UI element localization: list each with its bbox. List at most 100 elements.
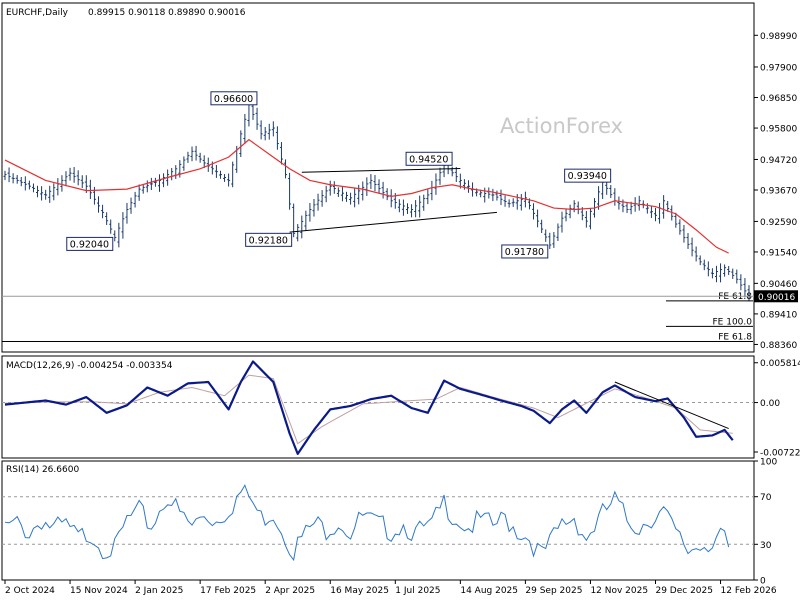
price-bar — [19, 176, 23, 187]
price-bar — [743, 278, 747, 298]
macd-title: MACD(12,26,9) -0.004254 -0.003354 — [6, 361, 173, 371]
macd-panel-frame — [1, 355, 755, 459]
price-bar — [231, 161, 235, 188]
price-bar — [121, 212, 125, 239]
price-bar — [227, 173, 231, 187]
price-bar — [617, 196, 621, 210]
price-bar — [345, 191, 349, 202]
price-bar — [381, 181, 385, 199]
price-bar — [682, 224, 686, 243]
price-bar — [7, 167, 11, 183]
price-bar — [23, 176, 27, 191]
price-bar — [572, 200, 576, 213]
price-bar — [304, 210, 308, 231]
x-axis-tick-label: 2 Oct 2024 — [5, 586, 55, 596]
price-level-box — [245, 232, 293, 247]
price-bar — [40, 186, 44, 201]
price-bar — [548, 232, 552, 249]
price-bar — [568, 204, 572, 219]
chart-title: EURCHF,Daily — [6, 8, 69, 18]
rsi-axis-tick-label: 0 — [760, 577, 766, 587]
price-bar — [735, 269, 739, 284]
macd-axis-tick-label: 0.005814 — [760, 359, 800, 369]
price-bar — [389, 189, 393, 208]
price-bar — [588, 208, 592, 230]
x-axis-tick-label: 29 Sep 2025 — [525, 586, 582, 596]
price-bar — [279, 142, 283, 165]
rsi-panel: 100 70 30 0 RSI(14) 26.6600 — [1, 458, 777, 587]
price-bar — [243, 113, 247, 144]
price-bar — [239, 130, 243, 158]
price-bar — [129, 197, 133, 214]
price-bar — [284, 159, 288, 179]
price-axis-tick-label: 0.89410 — [760, 310, 797, 320]
rsi-axis-tick-label: 30 — [760, 541, 772, 551]
x-axis-tick-label: 16 May 2025 — [330, 586, 389, 596]
price-bar — [255, 107, 259, 130]
price-bar — [288, 172, 292, 210]
price-bar — [503, 195, 507, 207]
price-bar — [68, 167, 72, 181]
x-axis-tick-label: 29 Dec 2025 — [655, 586, 713, 596]
price-bar — [499, 189, 503, 206]
macd-trendline — [614, 381, 729, 430]
price-bar — [332, 181, 336, 194]
price-bar — [117, 222, 121, 248]
price-axis-tick-label: 0.92590 — [760, 218, 797, 228]
price-bar — [223, 174, 227, 182]
price-bar — [515, 193, 519, 210]
price-bar — [653, 207, 657, 222]
price-bar — [511, 198, 515, 207]
price-bar — [540, 219, 544, 233]
x-axis-tick-label: 12 Feb 2026 — [721, 586, 777, 596]
price-bar — [519, 194, 523, 211]
price-bar — [434, 173, 438, 195]
price-bar — [710, 268, 714, 279]
price-bar — [194, 145, 198, 161]
price-bar — [495, 190, 499, 201]
price-bar — [11, 173, 15, 184]
price-bar — [674, 212, 678, 228]
price-axis-tick-label: 0.91540 — [760, 248, 797, 258]
price-bar — [576, 201, 580, 215]
fibonacci-extension-label: FE 61.8 — [718, 292, 752, 302]
trendline — [289, 211, 497, 233]
price-bar — [483, 187, 487, 203]
price-level-label: 0.92180 — [245, 232, 293, 247]
price-bar — [361, 181, 365, 201]
price-bar — [36, 185, 40, 198]
price-bar — [454, 166, 458, 183]
price-bar — [633, 197, 637, 212]
price-bar — [487, 187, 491, 199]
price-bar — [56, 178, 60, 196]
price-bar — [157, 174, 161, 192]
price-bar — [324, 185, 328, 203]
price-bar — [414, 200, 418, 218]
price-bar — [723, 264, 727, 277]
rsi-title: RSI(14) 26.6600 — [6, 465, 79, 475]
x-axis-tick-label: 12 Nov 2025 — [590, 586, 648, 596]
price-bar — [113, 230, 117, 242]
price-bar — [149, 177, 153, 191]
price-bar — [706, 261, 710, 277]
price-bar — [141, 183, 145, 194]
price-bar — [698, 255, 702, 266]
price-bar — [316, 193, 320, 211]
price-level-text: 0.96600 — [214, 94, 253, 105]
price-axis-tick-label: 0.93670 — [760, 187, 797, 197]
price-axis-tick-label: 0.88360 — [760, 341, 797, 351]
price-bar — [44, 189, 48, 200]
price-bar — [426, 189, 430, 205]
price-axis-tick-label: 0.98990 — [760, 32, 797, 42]
price-bar — [3, 170, 7, 181]
price-bar — [340, 187, 344, 202]
price-bar — [365, 177, 369, 196]
price-bar — [349, 192, 353, 205]
price-bar — [64, 171, 68, 187]
price-bar — [170, 167, 174, 181]
price-level-text: 0.91780 — [505, 247, 544, 258]
price-level-label: 0.92040 — [66, 236, 114, 251]
price-bar — [690, 237, 694, 257]
price-bar — [377, 179, 381, 194]
